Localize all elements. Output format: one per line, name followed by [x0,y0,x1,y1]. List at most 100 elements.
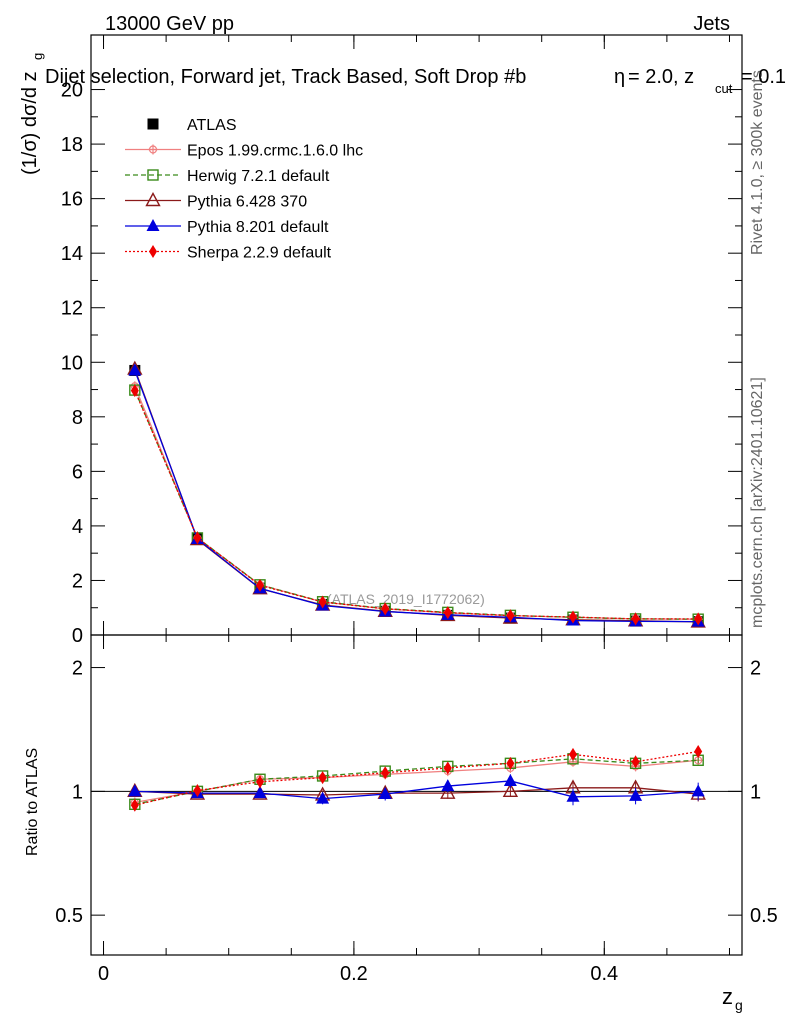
series-5-ratio-line [134,750,699,806]
series-4-ratio-point [503,773,517,786]
legend-item-1: Epos 1.99.crmc.1.6.0 lhc [125,143,363,160]
energy-label: 13000 GeV pp [105,13,234,35]
ratio-ytick-label: 1 [72,781,83,803]
main-ytick-label: 2 [72,570,83,592]
ratio-ytick-label: 0.5 [55,905,83,927]
ratio-series-group [127,745,706,812]
legend-item-5-label: Sherpa 2.2.9 default [187,245,332,262]
series-5-main-point [443,606,452,620]
title-suffix: = 2.0, z [628,66,694,88]
main-ytick-label: 6 [72,461,83,483]
ratio-ytick-label-right: 1 [750,781,761,803]
ratio-axis-ticks: 0.5 0.5 1 1 2 2 [55,658,778,928]
mcplots-label: mcplots.cern.ch [arXiv:2401.10621] [749,377,766,628]
series-4-ratio-point [253,786,267,799]
series-5-ratio-point [193,783,202,797]
series-5-main-line [134,390,699,620]
series-5-ratio-point [130,798,139,812]
main-series-group [127,360,706,628]
main-ylabel-text: (1/σ) dσ/d z [19,71,41,175]
series-1-ratio-line [134,759,699,804]
series-2-ratio-line [134,758,699,805]
legend-item-0-label: ATLAS [187,117,237,134]
main-ytick-label: 12 [61,298,83,320]
legend-item-5: Sherpa 2.2.9 default [125,245,332,262]
series-1-main-line [134,386,699,620]
xtick-label: 0.2 [340,963,368,985]
main-ytick-label: 8 [72,407,83,429]
xtick-label: 0.4 [590,963,618,985]
legend-item-3: Pythia 6.428 370 [125,192,307,211]
category-label: Jets [693,13,730,35]
legend-item-0-marker [147,118,159,130]
series-5-main-point [694,612,703,626]
watermark: (ATLAS_2019_I1772062) [327,591,485,607]
series-3-ratio-point [502,782,519,798]
series-5-main-point [381,602,390,616]
plot-title: Dijet selection, Forward jet, Track Base… [45,66,786,96]
main-ytick-label: 16 [61,189,83,211]
series-5-main-point [506,609,515,623]
series-4-ratio-point [629,788,643,801]
series-5-ratio-point [631,755,640,769]
legend-item-0: ATLAS [147,117,237,134]
series-2-main-line [134,389,699,620]
series-5-ratio-point [256,775,265,789]
main-ylabel-sub: g [30,53,45,60]
series-5-ratio-point [443,761,452,775]
title-eta: η [614,66,625,88]
legend-item-3-label: Pythia 6.428 370 [187,194,307,211]
series-3-ratio-line [134,787,699,796]
series-5-main-point [193,531,202,545]
main-ytick-label: 14 [61,243,83,265]
series-4-ratio-point [316,791,330,804]
ratio-ylabel: Ratio to ATLAS [24,748,41,856]
xtick-label: 0 [98,963,109,985]
series-4-ratio-line [134,780,699,800]
series-4-ratio-point [691,784,705,797]
series-4-ratio-point [566,789,580,802]
main-ytick-label: 4 [72,516,83,538]
legend-item-5-marker [149,245,157,258]
series-4-ratio-point [128,784,142,797]
series-5-main-point [318,595,327,609]
series-4-ratio-point [378,787,392,800]
series-5-main-point [631,612,640,626]
main-ytick-label: 0 [72,625,83,647]
series-5-ratio-point [318,771,327,785]
legend-item-4: Pythia 8.201 default [125,219,329,236]
ratio-ytick-label-right: 0.5 [750,905,778,927]
series-3-ratio-point [440,784,456,799]
ratio-ytick-label: 2 [72,658,83,680]
legend-item-4-label: Pythia 8.201 default [187,219,329,236]
legend-item-3-marker [145,192,161,207]
title-text: Dijet selection, Forward jet, Track Base… [45,66,526,88]
series-5-ratio-point [694,745,703,759]
main-ytick-label: 20 [61,80,83,102]
xlabel: z [722,984,733,1009]
x-axis-ticks: 0 0.2 0.4 [98,35,730,985]
series-4-main-line [134,370,699,623]
series-3-main-line [134,368,699,623]
title-end: = 0.1 [741,66,786,88]
legend-item-1-marker [148,144,158,155]
series-5-main-point [130,384,139,398]
legend-item-4-marker [146,219,160,231]
main-axis-ticks: 0 2 4 6 8 10 12 14 16 18 20 [61,80,742,647]
legend-item-2: Herwig 7.2.1 default [125,168,330,185]
series-5-ratio-point [568,747,577,761]
legend-item-1-label: Epos 1.99.crmc.1.6.0 lhc [187,143,363,160]
legend-item-2-label: Herwig 7.2.1 default [187,168,330,185]
series-4-main-point [128,363,142,376]
title-sub: cut [715,81,733,96]
ratio-ytick-label-right: 2 [750,658,761,680]
rivet-label: Rivet 4.1.0, ≥ 300k events [749,70,766,255]
legend: ATLAS Epos 1.99.crmc.1.6.0 lhc Herwig 7.2.… [125,117,363,262]
main-ytick-label: 18 [61,134,83,156]
series-5-ratio-point [381,766,390,780]
xlabel-sub: g [735,997,743,1013]
series-4-ratio-point [441,779,455,792]
series-5-main-point [568,610,577,624]
main-ytick-label: 10 [61,352,83,374]
